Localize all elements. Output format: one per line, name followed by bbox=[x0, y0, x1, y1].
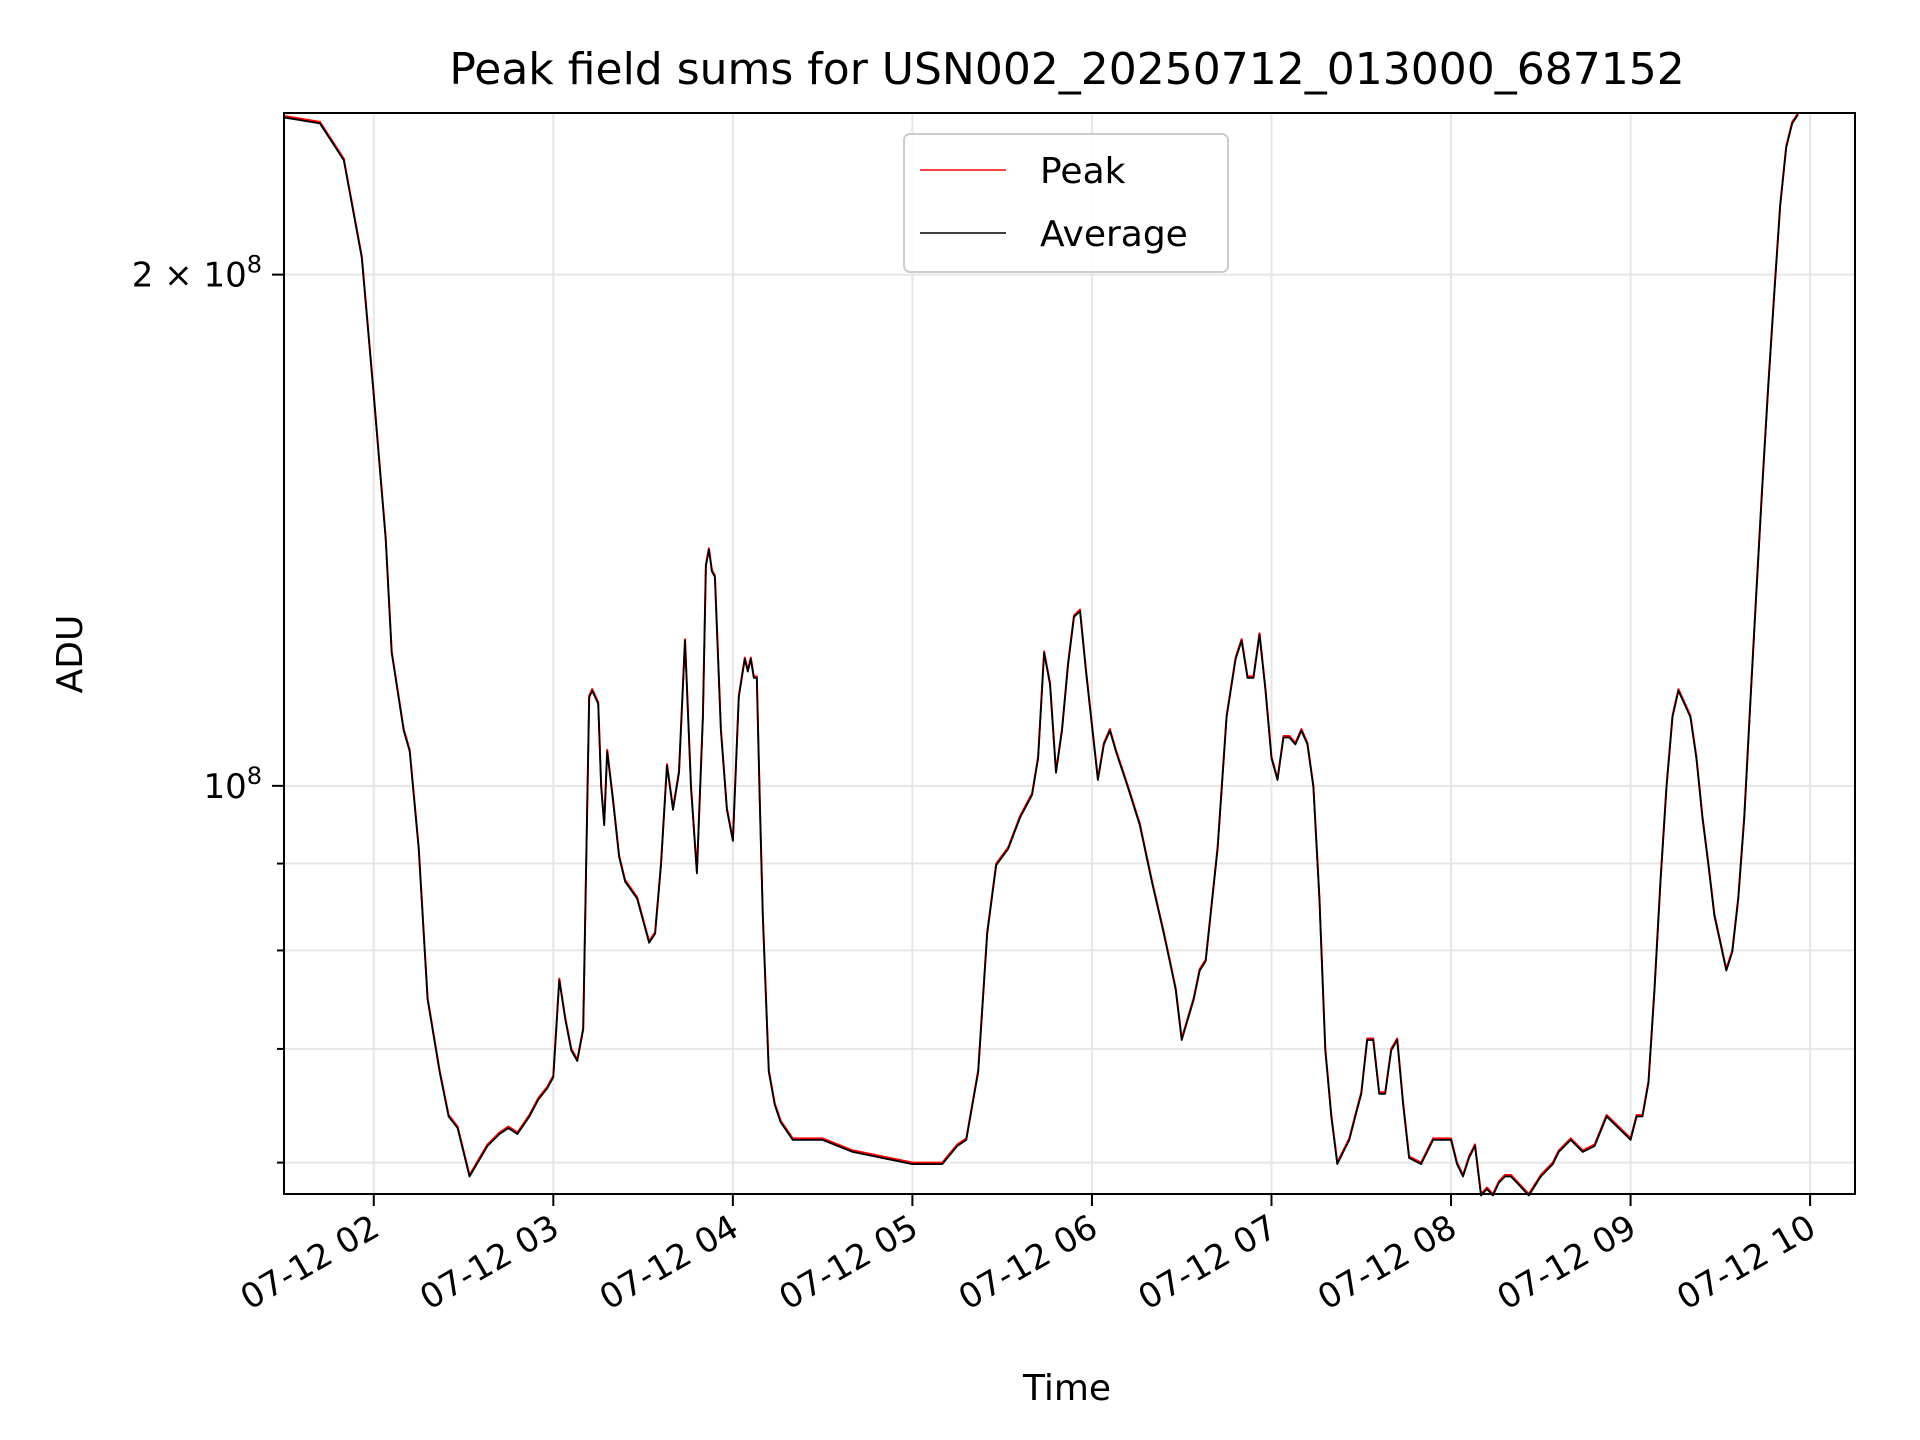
legend-label-peak: Peak bbox=[1040, 151, 1126, 192]
x-axis-title: Time bbox=[1022, 1368, 1111, 1409]
legend-label-average: Average bbox=[1040, 214, 1188, 255]
y-tick-label: 2 × 108 bbox=[132, 251, 262, 296]
grid-lines bbox=[284, 113, 1855, 1194]
plot-frame bbox=[283, 112, 1856, 1195]
chart-title: Peak field sums for USN002_20250712_0130… bbox=[449, 44, 1684, 95]
legend: Peak Average bbox=[903, 133, 1229, 273]
y-tick-label: 108 bbox=[203, 762, 262, 807]
y-axis-ticks: 108 2 × 108 bbox=[132, 251, 284, 1164]
series-line-average bbox=[283, 114, 1799, 1197]
series-lines bbox=[283, 112, 1799, 1197]
y-axis-title: ADU bbox=[50, 615, 91, 694]
legend-box bbox=[903, 133, 1229, 273]
